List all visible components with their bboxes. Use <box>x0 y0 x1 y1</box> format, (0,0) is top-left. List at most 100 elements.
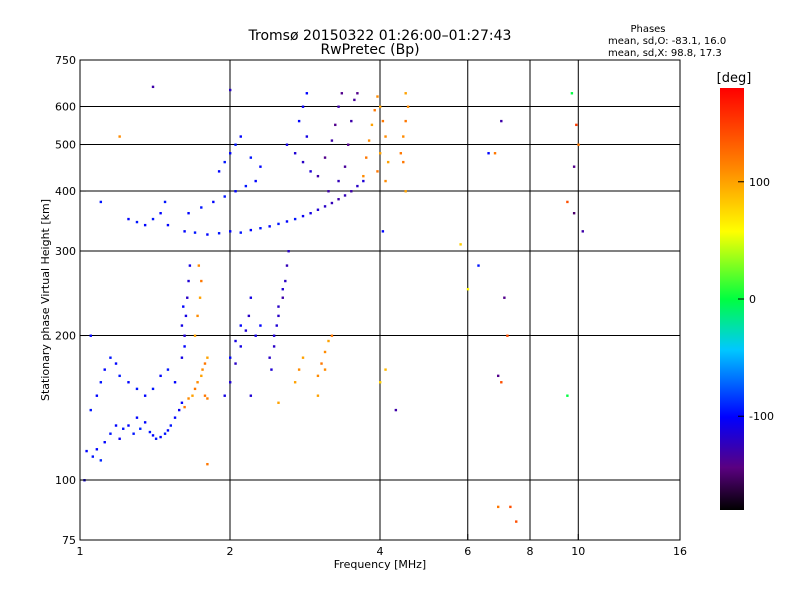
phases-line-o: mean, sd,O: -83.1, 16.0 <box>608 36 726 47</box>
data-point <box>229 88 232 92</box>
data-point <box>566 394 569 397</box>
data-point <box>109 356 112 359</box>
data-point <box>151 387 155 391</box>
data-point <box>284 279 287 283</box>
x-tick-label: 2 <box>227 545 234 558</box>
data-point <box>200 374 203 378</box>
data-point <box>193 231 197 234</box>
data-point <box>316 394 320 397</box>
data-point <box>496 505 500 509</box>
data-point <box>277 222 280 226</box>
data-point <box>287 250 290 253</box>
data-point <box>259 324 262 327</box>
x-axis-label: Frequency [MHz] <box>334 558 426 571</box>
data-point <box>234 362 237 365</box>
data-point <box>379 152 382 155</box>
data-point <box>370 123 374 127</box>
y-tick-label: 200 <box>55 330 76 343</box>
data-point <box>166 223 170 227</box>
data-point <box>301 214 305 218</box>
data-point <box>316 208 320 211</box>
data-point <box>259 165 262 168</box>
data-point <box>337 179 340 183</box>
data-point <box>404 92 407 95</box>
data-point <box>193 387 197 391</box>
data-point <box>196 314 199 318</box>
data-point <box>365 156 368 159</box>
data-point <box>173 416 177 419</box>
data-point <box>316 374 320 378</box>
data-point <box>244 329 248 332</box>
data-point <box>217 232 221 235</box>
data-point <box>343 165 347 168</box>
data-point <box>323 205 327 208</box>
data-point <box>327 339 330 343</box>
data-point <box>103 441 106 444</box>
data-point <box>281 288 284 291</box>
plot-area: 1 2 4 6 8 10 16 75 100 200 300 400 500 600 750 <box>55 54 687 558</box>
data-point <box>99 459 103 462</box>
phases-line-x: mean, sd,X: 98.8, 17.3 <box>608 48 722 59</box>
data-point <box>247 314 251 318</box>
data-point <box>114 362 118 365</box>
x-tick-label: 10 <box>571 545 585 558</box>
y-tick-label: 500 <box>55 139 76 152</box>
data-point <box>376 95 379 98</box>
data-point <box>285 220 289 223</box>
data-point <box>350 119 353 123</box>
data-point <box>402 160 405 164</box>
data-point <box>334 123 337 127</box>
data-point <box>203 362 207 365</box>
data-point <box>466 288 470 291</box>
colorbar: [deg] 100 0 -100 <box>717 71 774 510</box>
colorbar-ticks: 100 0 -100 <box>738 176 774 423</box>
data-point <box>277 305 280 308</box>
data-point <box>143 421 147 424</box>
data-point <box>320 362 323 365</box>
data-point <box>154 437 158 440</box>
data-point <box>103 368 106 371</box>
data-point <box>500 381 503 384</box>
data-point <box>459 243 462 246</box>
data-point <box>477 264 480 267</box>
data-point <box>402 135 405 138</box>
data-point <box>384 179 387 183</box>
data-point <box>404 190 407 193</box>
data-point <box>234 339 237 343</box>
data-point <box>244 184 248 188</box>
data-point <box>381 230 385 233</box>
data-point <box>159 374 162 378</box>
data-point <box>183 405 186 409</box>
data-point <box>166 368 170 371</box>
data-point <box>493 152 497 155</box>
data-point <box>203 394 207 397</box>
data-point <box>143 223 147 227</box>
data-point <box>301 356 305 359</box>
data-point <box>127 424 130 427</box>
data-point <box>330 139 334 142</box>
data-point <box>249 296 253 299</box>
y-tick-label: 400 <box>55 185 76 198</box>
data-point <box>356 184 359 188</box>
data-point <box>323 368 327 371</box>
data-point <box>198 296 202 299</box>
data-point <box>91 455 95 458</box>
data-point <box>132 432 135 435</box>
data-point <box>515 520 518 523</box>
data-point <box>148 430 152 434</box>
data-point <box>197 264 201 267</box>
phases-title: Phases <box>630 24 665 35</box>
data-point <box>114 424 118 427</box>
data-point <box>503 296 506 299</box>
data-point <box>186 296 189 299</box>
data-point <box>217 170 221 173</box>
data-point <box>193 334 197 337</box>
x-tick-label: 8 <box>527 545 534 558</box>
data-point <box>581 230 584 233</box>
chart-title: Tromsø 20150322 01:26:00–01:27:43 <box>248 28 512 44</box>
data-point <box>346 143 350 146</box>
data-point <box>135 387 139 391</box>
data-point <box>572 212 576 215</box>
data-point <box>89 408 92 412</box>
data-point <box>182 305 185 308</box>
